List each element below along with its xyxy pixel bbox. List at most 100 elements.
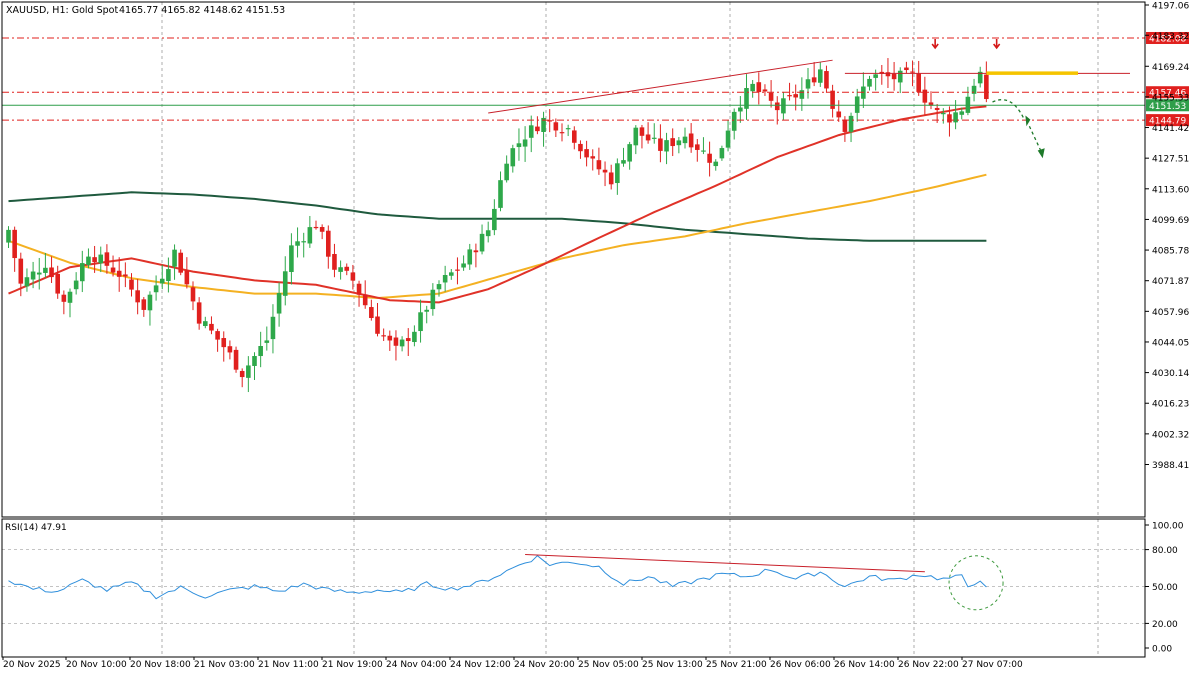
rsi-divergence-line (525, 554, 925, 573)
bullish-candle (725, 130, 731, 148)
bearish-candle (110, 267, 116, 273)
bullish-candle (676, 140, 682, 146)
bullish-candle (399, 339, 405, 347)
bearish-candle (934, 107, 940, 110)
time-tick-label: 27 Nov 07:00 (962, 660, 1023, 670)
bullish-candle (24, 277, 30, 287)
bearish-candle (227, 346, 233, 353)
bullish-candle (276, 293, 282, 314)
bearish-candle (123, 274, 128, 277)
bullish-candle (418, 312, 423, 332)
time-tick-label: 24 Nov 20:00 (514, 660, 575, 670)
bullish-candle (897, 70, 903, 83)
rsi-tick-label: 100.00 (1152, 522, 1184, 532)
bearish-candle (141, 299, 147, 310)
bullish-candle (805, 79, 811, 89)
price-level-tag (1146, 31, 1189, 44)
bullish-candle (86, 256, 91, 265)
bearish-candle (645, 134, 651, 141)
bearish-candle (381, 335, 386, 337)
medium-moving-average (8, 173, 987, 300)
price-tick-label: 4030.14 (1152, 369, 1189, 379)
bullish-candle (744, 88, 749, 109)
bullish-candle (651, 137, 657, 139)
bullish-candle (307, 227, 313, 244)
bearish-candle (578, 143, 583, 152)
bearish-candle (135, 290, 140, 303)
price-level-tag (1146, 99, 1189, 112)
bearish-candle (319, 227, 325, 232)
bearish-candle (49, 267, 54, 278)
bullish-candle (301, 241, 306, 243)
bullish-candle (633, 127, 639, 146)
bearish-candle (584, 149, 589, 158)
slow-moving-average (8, 191, 987, 242)
price-level-tag-label: 4144.79 (1149, 117, 1186, 127)
time-tick-label: 26 Nov 22:00 (898, 660, 959, 670)
rsi-highlight-circle (948, 555, 1004, 611)
bullish-candle (30, 271, 36, 280)
bullish-candle (738, 107, 743, 112)
bearish-candle (455, 269, 460, 271)
bearish-candle (922, 89, 928, 103)
time-tick-label: 21 Nov 19:00 (322, 660, 383, 670)
price-tick-label: 4113.60 (1152, 185, 1189, 195)
price-tick-label: 4002.32 (1152, 430, 1189, 440)
resistance-highlight (986, 71, 1078, 75)
horizontal-levels: 4182.08 4157.46 4151.53 4144.79 (2, 31, 1189, 127)
bearish-candle (879, 71, 885, 74)
bearish-candle (350, 272, 356, 281)
price-level-tag (1146, 86, 1189, 99)
bearish-candle (885, 72, 891, 77)
bearish-candle (313, 226, 319, 229)
bearish-candle (762, 89, 768, 92)
bearish-candle (695, 144, 700, 150)
bearish-candle (824, 71, 829, 89)
axes: 20 Nov 2025 20 Nov 10:00 20 Nov 18:00 21 No… (1, 1, 1189, 670)
bearish-candle (928, 102, 934, 106)
candles (6, 58, 989, 393)
bullish-candle (172, 249, 177, 267)
bullish-candle (854, 96, 860, 113)
bearish-candle (190, 287, 196, 302)
bearish-candle (61, 294, 67, 302)
bearish-candle (947, 114, 952, 123)
bullish-candle (252, 356, 257, 366)
bullish-candle (510, 148, 516, 167)
bullish-candle (565, 128, 571, 130)
bearish-candle (375, 316, 380, 334)
bearish-candle (12, 229, 17, 259)
moving-averages (8, 105, 987, 304)
bearish-candle (787, 95, 792, 97)
bearish-candle (92, 257, 97, 263)
price-tick-label: 4057.96 (1152, 308, 1189, 318)
bearish-candle (707, 153, 712, 163)
bearish-candle (608, 172, 614, 185)
bearish-candle (688, 133, 694, 148)
bullish-candle (977, 71, 983, 84)
price-tick-label: 4016.23 (1152, 400, 1189, 410)
rsi-panel (8, 554, 1004, 611)
fast-moving-average (8, 105, 987, 304)
bearish-candle (984, 74, 989, 100)
bearish-candle (129, 279, 134, 290)
bullish-candle (270, 316, 276, 340)
projection-arrow-icon (1025, 115, 1031, 127)
time-tick-label: 25 Nov 13:00 (642, 660, 703, 670)
bearish-candle (326, 230, 331, 257)
price-level-tag-label: 4182.08 (1149, 34, 1186, 44)
bearish-candle (658, 138, 663, 151)
bullish-candle (541, 117, 546, 132)
bearish-candle (116, 270, 122, 277)
price-tick-label: 4085.78 (1152, 247, 1189, 257)
bullish-candle (80, 263, 85, 282)
price-level-tag-label: 4157.46 (1149, 89, 1186, 99)
bearish-candle (756, 82, 762, 93)
bullish-candle (289, 245, 294, 273)
bearish-candle (811, 77, 817, 83)
bullish-candle (750, 83, 755, 92)
time-tick-label: 20 Nov 18:00 (130, 660, 191, 670)
bearish-candle (473, 250, 479, 253)
